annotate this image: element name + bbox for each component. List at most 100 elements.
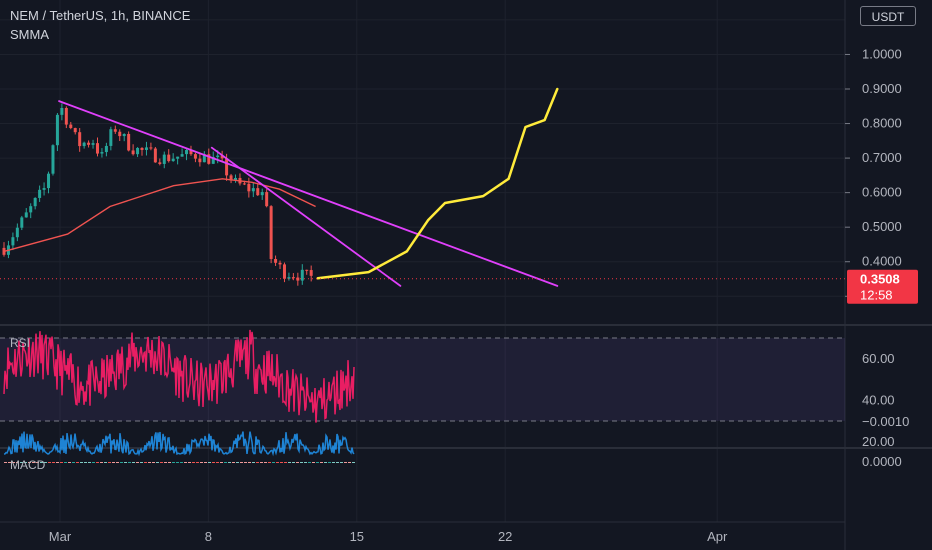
currency-button[interactable]: USDT (860, 6, 916, 26)
macd-histogram-bar (340, 462, 343, 463)
macd-histogram-bar (64, 462, 67, 463)
candle-body (211, 157, 215, 164)
macd-histogram-bar (216, 462, 219, 463)
candle-body (269, 206, 273, 260)
candle-body (207, 154, 211, 164)
candle-body (69, 124, 73, 129)
time-tick-label: 8 (205, 529, 212, 544)
candle-body (300, 269, 304, 281)
macd-histogram-bar (144, 462, 147, 463)
macd-histogram-bar (156, 462, 159, 463)
macd-histogram-bar (304, 462, 307, 463)
macd-histogram-bar (180, 462, 183, 463)
projection (316, 87, 559, 280)
macd-histogram-bar (188, 462, 191, 463)
macd-histogram-bar (200, 462, 203, 463)
candle-body (256, 188, 260, 196)
macd-histogram-bar (220, 462, 223, 463)
candle-body (158, 162, 162, 164)
macd-histogram-bar (208, 462, 211, 463)
macd-histogram-bar (196, 462, 199, 463)
price-tick-label: 0.4000 (862, 254, 902, 269)
candle-body (198, 158, 202, 163)
macd-histogram-bar (132, 462, 135, 463)
macd-histogram-bar (172, 462, 175, 463)
price-tick-label: 0.8000 (862, 116, 902, 131)
macd-histogram-bar (308, 462, 311, 463)
price-tick-label: 0.9000 (862, 81, 902, 96)
time-tick-label: 22 (498, 529, 512, 544)
candle-body (95, 143, 99, 154)
macd-histogram-bar (280, 462, 283, 463)
macd-histogram-bar (80, 462, 83, 463)
macd-histogram-bar (264, 462, 267, 463)
macd-histogram-bar (192, 462, 195, 463)
macd-histogram-bar (100, 462, 103, 463)
macd-histogram-bar (240, 462, 243, 463)
time-tick-label: 15 (350, 529, 364, 544)
candle-body (122, 133, 126, 137)
macd-histogram-bar (88, 462, 91, 463)
candle-body (216, 155, 220, 158)
indicator-label[interactable]: SMMA (10, 27, 49, 42)
candle-body (140, 147, 144, 150)
macd-histogram-bar (232, 462, 235, 463)
candle-body (220, 155, 224, 159)
candle-body (149, 147, 153, 149)
macd-tick-label: −0.0010 (862, 414, 909, 429)
price-tick-label: 0.5000 (862, 219, 902, 234)
macd-histogram-bar (288, 462, 291, 463)
macd-histogram-bar (260, 462, 263, 463)
candle-body (24, 212, 28, 218)
candle-body (113, 129, 117, 132)
candle-body (20, 217, 24, 228)
macd-histogram-bar (244, 462, 247, 463)
macd-histogram-bar (76, 462, 79, 463)
macd-histogram-bar (60, 462, 63, 463)
candle-body (144, 147, 148, 150)
macd-histogram-bar (316, 462, 319, 463)
macd-histogram-bar (348, 462, 351, 463)
macd-histogram-bar (168, 462, 171, 463)
rsi-line (3, 329, 355, 423)
candle-body (78, 132, 82, 147)
macd-histogram-bar (52, 462, 55, 463)
last-price-badge (847, 269, 918, 304)
macd-histogram-bar (128, 462, 131, 463)
candle-body (91, 143, 95, 145)
candle-body (153, 148, 157, 163)
macd-histogram-bar (268, 462, 271, 463)
candle-body (51, 145, 55, 174)
macd-histogram-bar (352, 462, 355, 463)
macd-histogram-bar (48, 462, 51, 463)
candle-body (127, 133, 131, 151)
macd-label: MACD (10, 458, 46, 472)
macd-tick-label: 0.0000 (862, 454, 902, 469)
macd-histogram-bar (36, 462, 39, 463)
symbol-title[interactable]: NEM / TetherUS, 1h, BINANCE (10, 8, 191, 23)
macd-histogram-bar (292, 462, 295, 463)
candle-body (185, 150, 189, 155)
macd-histogram-bar (248, 462, 251, 463)
candle-body (131, 150, 135, 155)
price-tick-label: 0.6000 (862, 185, 902, 200)
candle-body (305, 269, 309, 271)
macd-histogram-bar (32, 462, 35, 463)
macd-histogram-bar (252, 462, 255, 463)
candle-body (60, 108, 64, 115)
candle-body (104, 145, 108, 153)
smma-line (3, 178, 316, 253)
macd-histogram-bar (96, 462, 99, 463)
macd-histogram-bar (68, 462, 71, 463)
candle-body (73, 128, 77, 133)
macd-histogram-bar (256, 462, 259, 463)
macd-histogram-bar (108, 462, 111, 463)
candle-body (100, 152, 104, 154)
macd-histogram-bar (16, 462, 19, 463)
macd-histogram-bar (284, 462, 287, 463)
candle-body (15, 227, 19, 238)
macd-histogram-bar (24, 462, 27, 463)
macd-histogram-bar (8, 462, 11, 463)
macd-histogram-bar (92, 462, 95, 463)
